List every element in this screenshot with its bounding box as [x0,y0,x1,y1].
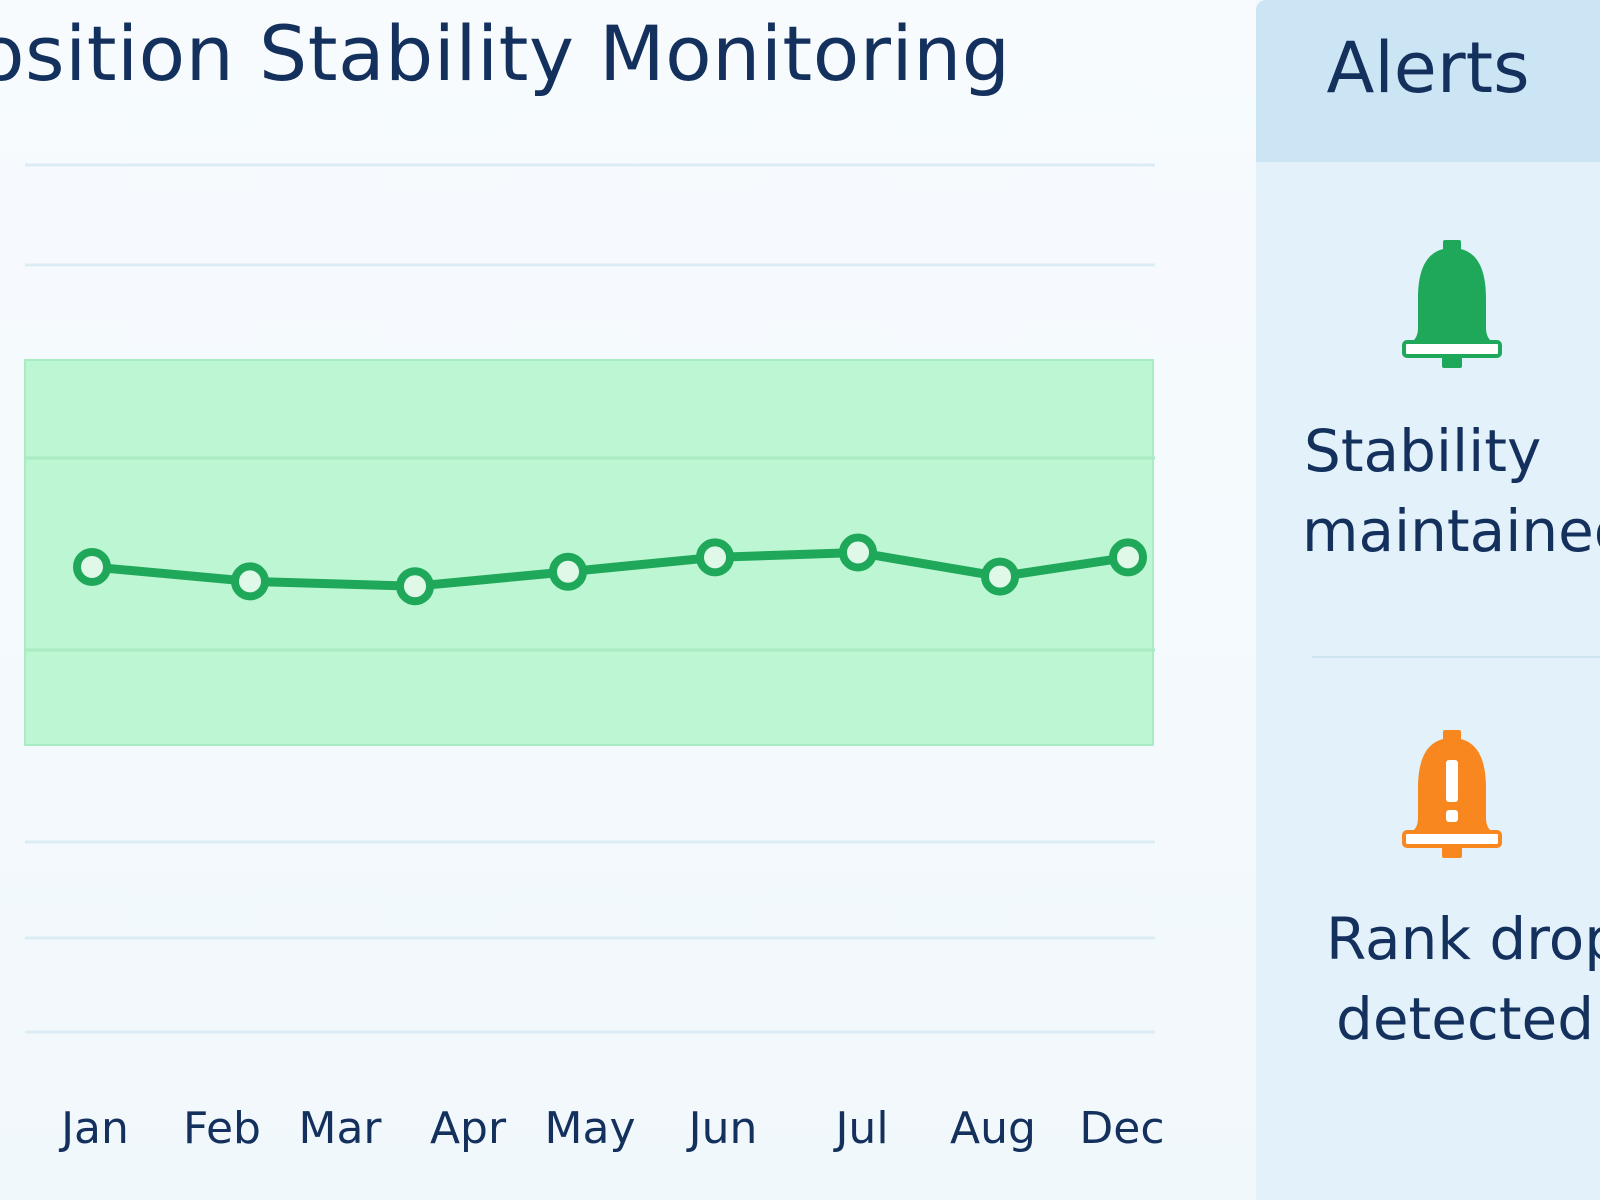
x-tick-jun: Jun [686,1103,758,1154]
data-points [73,533,1147,606]
alerts-header: Alerts [1256,0,1600,162]
data-point-apr [549,552,587,591]
stability-band [24,359,1154,746]
alert-text-line2: detected [1336,985,1595,1053]
x-tick-labels: Jan Feb Mar Apr May Jun Jul Aug Dec [58,1103,1164,1154]
alert-text-line1: Rank drop [1326,905,1600,973]
x-tick-apr: Apr [430,1103,507,1154]
x-tick-dec: Dec [1079,1103,1164,1154]
data-point-aug [1109,538,1147,577]
x-tick-aug: Aug [950,1103,1036,1154]
alerts-divider [1312,656,1600,658]
alerts-panel: Alerts Stability maintained Rank drop de… [1256,0,1600,1200]
bell-icon [1402,240,1502,368]
x-tick-may: May [545,1103,636,1154]
alert-text-line2: maintained [1302,497,1600,565]
data-point-may [696,538,734,577]
x-tick-jan: Jan [58,1103,129,1154]
data-point-jan [73,547,111,586]
alert-text-line1: Stability [1304,417,1542,485]
x-tick-mar: Mar [298,1103,382,1154]
data-point-feb [231,562,269,601]
bell-exclamation-icon [1402,730,1502,858]
grid-lines [25,163,1155,1034]
stability-chart: Jan Feb Mar Apr May Jun Jul Aug Dec [24,163,1165,1154]
x-tick-feb: Feb [183,1103,261,1154]
data-point-jun [839,533,877,572]
chart-area: Jan Feb Mar Apr May Jun Jul Aug Dec osition Stab… [0,0,1256,1200]
alerts-title: Alerts [1326,27,1530,109]
data-point-mar [396,567,434,606]
grid-lines-in-band [25,456,1155,652]
data-point-jul [981,557,1019,596]
x-tick-jul: Jul [832,1103,888,1154]
series-line [87,548,1133,591]
page-title: osition Stability Monitoring [0,9,1011,98]
